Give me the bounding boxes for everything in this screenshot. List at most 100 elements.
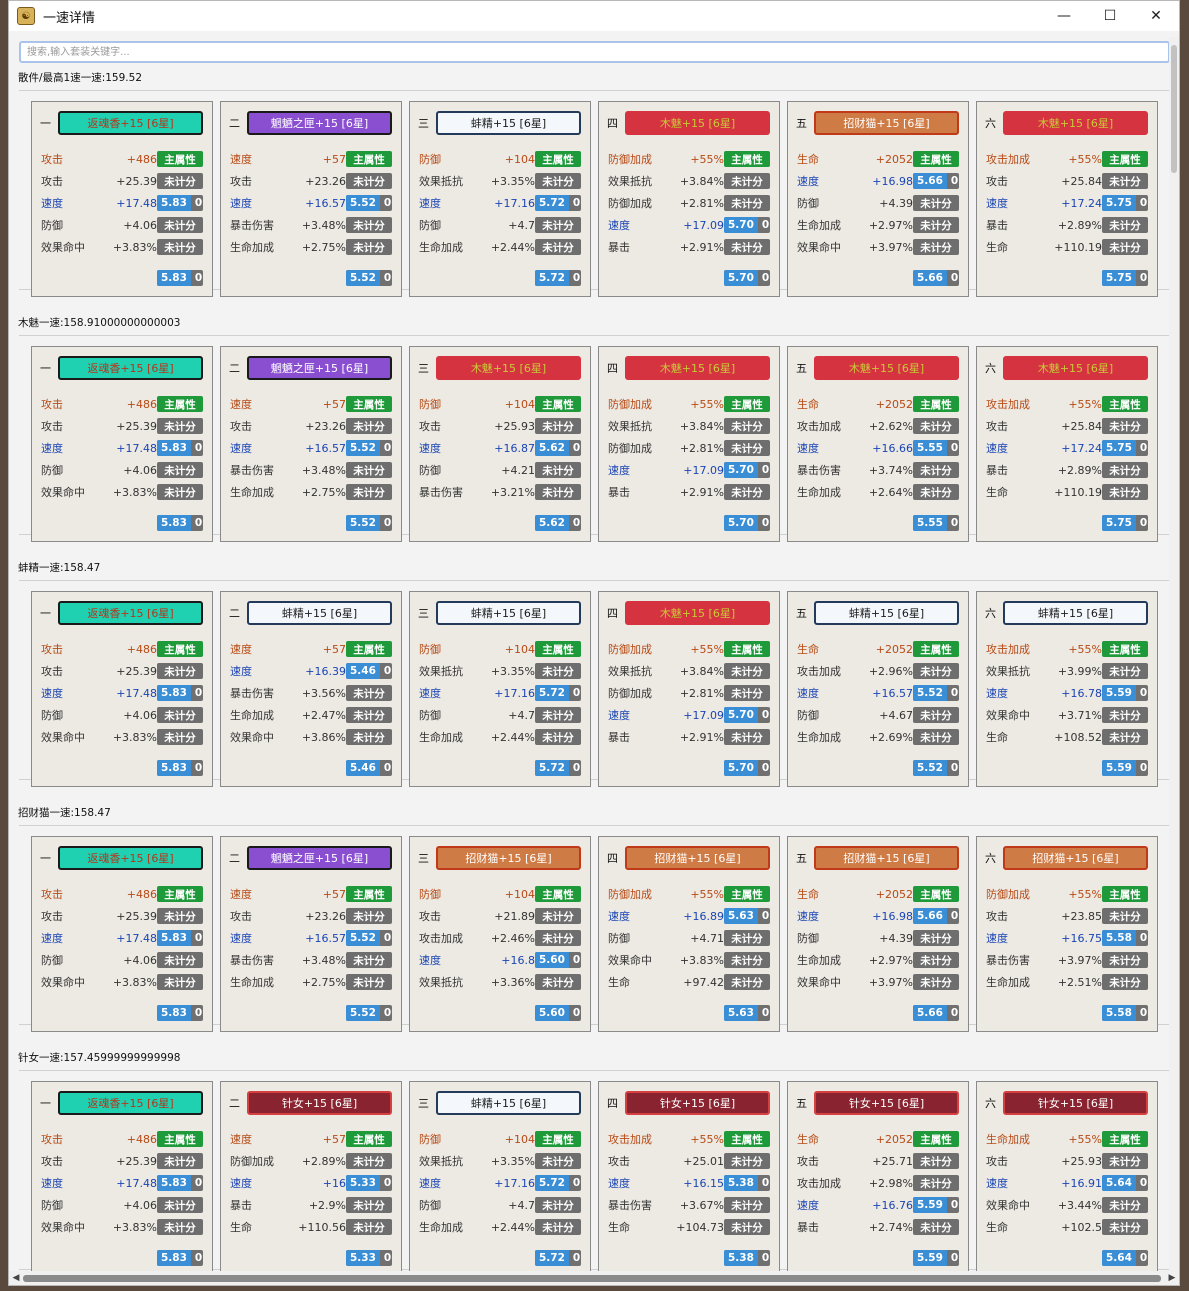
- stat-name: 速度: [41, 197, 63, 210]
- speed-score-value: 5.58: [1102, 930, 1136, 946]
- stat-value: +3.83%: [112, 975, 157, 989]
- yuhun-card[interactable]: 三蚌精+15 [6星] 防御 +104 主属性 效果抵抗 +3.35% 未计分 速度 +17.1…: [409, 101, 591, 297]
- yuhun-card[interactable]: 六木魅+15 [6星] 攻击加成 +55% 主属性 攻击 +25.84 未计分 速度 +17.2…: [976, 101, 1158, 297]
- stat-name: 速度: [986, 1177, 1008, 1190]
- total-score-extra: 0: [950, 1252, 959, 1264]
- stat-name: 暴击: [608, 486, 630, 499]
- yuhun-card[interactable]: 二针女+15 [6星] 速度 +57 主属性 防御加成 +2.89% 未计分 速度 +16 5.3…: [220, 1081, 402, 1271]
- stat-row: 暴击 +2.74% 未计分: [797, 1219, 959, 1235]
- yuhun-card[interactable]: 六针女+15 [6星] 生命加成 +55% 主属性 攻击 +25.93 未计分 速度 +16.9…: [976, 1081, 1158, 1271]
- stat-row: 生命加成 +2.75% 未计分: [230, 484, 392, 500]
- stat-value: +2.97%: [868, 218, 913, 232]
- main-attr-tag: 主属性: [157, 1131, 203, 1147]
- scroll-right-icon[interactable]: ▶: [1168, 1273, 1176, 1283]
- unscored-tag: 未计分: [346, 952, 392, 968]
- set-name-badge: 木魅+15 [6星]: [1003, 111, 1148, 135]
- stat-name: 攻击加成: [419, 932, 463, 945]
- yuhun-card[interactable]: 一返魂香+15 [6星] 攻击 +486 主属性 攻击 +25.39 未计分 速度 +17.48…: [31, 1081, 213, 1271]
- yuhun-card[interactable]: 二魍魉之匣+15 [6星] 速度 +57 主属性 攻击 +23.26 未计分 速度 +16.57…: [220, 346, 402, 542]
- stat-name: 速度: [797, 910, 819, 923]
- result-group: 针女一速:157.45999999999998 一返魂香+15 [6星] 攻击 +48…: [9, 1047, 1169, 1271]
- yuhun-card[interactable]: 六蚌精+15 [6星] 攻击加成 +55% 主属性 效果抵抗 +3.99% 未计分 速度 +16…: [976, 591, 1158, 787]
- stat-name: 效果命中: [797, 976, 841, 989]
- yuhun-card[interactable]: 一返魂香+15 [6星] 攻击 +486 主属性 攻击 +25.39 未计分 速度 +17.48…: [31, 836, 213, 1032]
- stat-value: +3.83%: [679, 953, 724, 967]
- stat-row: 速度 +57 主属性: [230, 151, 392, 167]
- stat-value: +17.09: [683, 708, 724, 722]
- stat-name: 生命: [608, 1221, 630, 1234]
- stat-value: +2.91%: [679, 240, 724, 254]
- unscored-tag: 未计分: [1102, 462, 1148, 478]
- yuhun-card[interactable]: 四木魅+15 [6星] 防御加成 +55% 主属性 效果抵抗 +3.84% 未计分 防御加成 +…: [598, 346, 780, 542]
- stat-value: +16.8: [501, 953, 535, 967]
- stat-name: 攻击: [986, 420, 1008, 433]
- unscored-tag: 未计分: [1102, 707, 1148, 723]
- vertical-scrollbar[interactable]: [1169, 37, 1179, 1273]
- stat-row: 攻击加成 +2.62% 未计分: [797, 418, 959, 434]
- stat-value: +2.64%: [868, 485, 913, 499]
- stat-value: +25.01: [683, 1154, 724, 1168]
- yuhun-card[interactable]: 二蚌精+15 [6星] 速度 +57 主属性 速度 +16.39 5.46 0 暴击伤害 +3.5…: [220, 591, 402, 787]
- minimize-button[interactable]: —: [1057, 8, 1071, 24]
- unscored-tag: 未计分: [346, 707, 392, 723]
- stat-name: 生命加成: [797, 954, 841, 967]
- horizontal-scroll-thumb[interactable]: [23, 1275, 1161, 1282]
- yuhun-card[interactable]: 五木魅+15 [6星] 生命 +2052 主属性 攻击加成 +2.62% 未计分 速度 +16.…: [787, 346, 969, 542]
- yuhun-card[interactable]: 六招财猫+15 [6星] 防御加成 +55% 主属性 攻击 +23.85 未计分 速度 +16.…: [976, 836, 1158, 1032]
- yuhun-card[interactable]: 三招财猫+15 [6星] 防御 +104 主属性 攻击 +21.89 未计分 攻击加成 +2.4…: [409, 836, 591, 1032]
- yuhun-card[interactable]: 三蚌精+15 [6星] 防御 +104 主属性 效果抵抗 +3.35% 未计分 速度 +17.1…: [409, 1081, 591, 1271]
- search-input[interactable]: [19, 41, 1170, 63]
- yuhun-card[interactable]: 三木魅+15 [6星] 防御 +104 主属性 攻击 +25.93 未计分 速度 +16.87 5…: [409, 346, 591, 542]
- yuhun-card[interactable]: 三蚌精+15 [6星] 防御 +104 主属性 效果抵抗 +3.35% 未计分 速度 +17.1…: [409, 591, 591, 787]
- card-header: 六木魅+15 [6星]: [985, 356, 1155, 380]
- slot-number: 三: [418, 362, 429, 375]
- yuhun-card[interactable]: 二魍魉之匣+15 [6星] 速度 +57 主属性 攻击 +23.26 未计分 速度 +16.57…: [220, 836, 402, 1032]
- card-header: 五针女+15 [6星]: [796, 1091, 966, 1115]
- yuhun-card[interactable]: 五招财猫+15 [6星] 生命 +2052 主属性 速度 +16.98 5.66 0 防御 +4.…: [787, 101, 969, 297]
- yuhun-card[interactable]: 五蚌精+15 [6星] 生命 +2052 主属性 攻击加成 +2.96% 未计分 速度 +16.…: [787, 591, 969, 787]
- stat-name: 防御: [419, 709, 441, 722]
- stat-name: 生命加成: [419, 241, 463, 254]
- stat-value: +55%: [1068, 1132, 1102, 1146]
- total-score-value: 5.55: [913, 515, 947, 531]
- yuhun-card[interactable]: 四木魅+15 [6星] 防御加成 +55% 主属性 效果抵抗 +3.84% 未计分 防御加成 +…: [598, 591, 780, 787]
- stat-name: 攻击: [230, 175, 252, 188]
- stat-value: +2.75%: [301, 240, 346, 254]
- vertical-scroll-thumb[interactable]: [1171, 45, 1177, 173]
- yuhun-card[interactable]: 五针女+15 [6星] 生命 +2052 主属性 攻击 +25.71 未计分 攻击加成 +2.9…: [787, 1081, 969, 1271]
- stat-name: 生命加成: [230, 486, 274, 499]
- yuhun-card[interactable]: 一返魂香+15 [6星] 攻击 +486 主属性 攻击 +25.39 未计分 速度 +17.48…: [31, 591, 213, 787]
- stat-value: +16.57: [305, 441, 346, 455]
- yuhun-card[interactable]: 二魍魉之匣+15 [6星] 速度 +57 主属性 攻击 +23.26 未计分 速度 +16.57…: [220, 101, 402, 297]
- maximize-button[interactable]: ☐: [1103, 8, 1117, 24]
- yuhun-card[interactable]: 一返魂香+15 [6星] 攻击 +486 主属性 攻击 +25.39 未计分 速度 +17.48…: [31, 346, 213, 542]
- slot-number: 五: [796, 607, 807, 620]
- main-attr-tag: 主属性: [1102, 396, 1148, 412]
- stat-name: 攻击: [41, 153, 63, 166]
- unscored-tag: 未计分: [346, 462, 392, 478]
- stat-value: +2052: [875, 152, 913, 166]
- scroll-left-icon[interactable]: ◀: [12, 1273, 20, 1283]
- stat-name: 速度: [986, 197, 1008, 210]
- stat-name: 攻击: [41, 175, 63, 188]
- unscored-tag: 未计分: [157, 908, 203, 924]
- speed-score-value: 5.83: [157, 195, 191, 211]
- horizontal-scrollbar[interactable]: ◀ ▶: [9, 1271, 1179, 1285]
- speed-score-value: 5.33: [346, 1175, 380, 1191]
- yuhun-card[interactable]: 四针女+15 [6星] 攻击加成 +55% 主属性 攻击 +25.01 未计分 速度 +16.1…: [598, 1081, 780, 1271]
- yuhun-card[interactable]: 五招财猫+15 [6星] 生命 +2052 主属性 速度 +16.98 5.66 0 防御 +4.…: [787, 836, 969, 1032]
- stat-value: +55%: [1068, 152, 1102, 166]
- set-name-badge: 返魂香+15 [6星]: [58, 111, 203, 135]
- yuhun-card[interactable]: 六木魅+15 [6星] 攻击加成 +55% 主属性 攻击 +25.84 未计分 速度 +17.2…: [976, 346, 1158, 542]
- yuhun-card[interactable]: 四招财猫+15 [6星] 防御加成 +55% 主属性 速度 +16.89 5.63 0 防御 +4…: [598, 836, 780, 1032]
- speed-score-extra: 0: [383, 197, 392, 209]
- stat-value: +55%: [690, 887, 724, 901]
- stat-value: +16.39: [305, 664, 346, 678]
- yuhun-card[interactable]: 四木魅+15 [6星] 防御加成 +55% 主属性 效果抵抗 +3.84% 未计分 防御加成 +…: [598, 101, 780, 297]
- stat-name: 速度: [797, 442, 819, 455]
- unscored-tag: 未计分: [724, 930, 770, 946]
- close-button[interactable]: ✕: [1150, 8, 1162, 24]
- yuhun-card[interactable]: 一返魂香+15 [6星] 攻击 +486 主属性 攻击 +25.39 未计分 速度 +17.48…: [31, 101, 213, 297]
- speed-score-tag: 5.75 0: [1102, 195, 1148, 211]
